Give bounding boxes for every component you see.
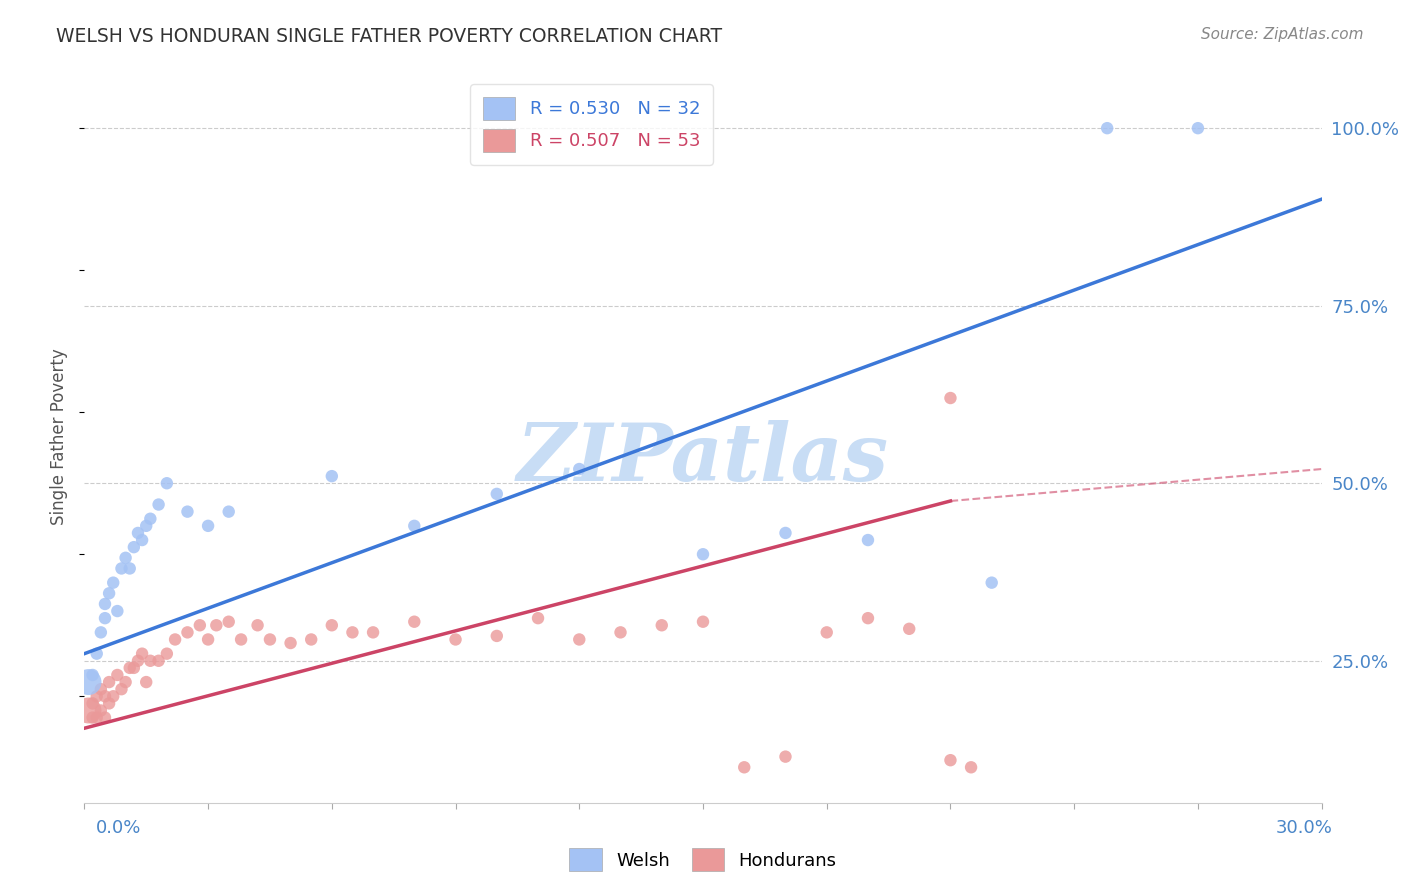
Text: Source: ZipAtlas.com: Source: ZipAtlas.com xyxy=(1201,27,1364,42)
Point xyxy=(246,618,269,632)
Point xyxy=(110,561,132,575)
Point xyxy=(103,690,125,704)
Point xyxy=(156,476,179,491)
Point xyxy=(77,675,100,690)
Legend: R = 0.530   N = 32, R = 0.507   N = 53: R = 0.530 N = 32, R = 0.507 N = 53 xyxy=(470,84,713,165)
Point xyxy=(156,647,179,661)
Point xyxy=(568,632,591,647)
Point xyxy=(321,618,343,632)
Point xyxy=(527,611,550,625)
Point xyxy=(98,586,121,600)
Text: 0.0%: 0.0% xyxy=(96,819,141,837)
Legend: Welsh, Hondurans: Welsh, Hondurans xyxy=(562,841,844,879)
Point xyxy=(98,675,121,690)
Y-axis label: Single Father Poverty: Single Father Poverty xyxy=(51,349,69,525)
Point xyxy=(485,487,508,501)
Point xyxy=(82,668,104,682)
Point xyxy=(609,625,631,640)
Point xyxy=(131,647,153,661)
Point xyxy=(86,647,108,661)
Point xyxy=(218,615,240,629)
Point xyxy=(90,625,112,640)
Point xyxy=(127,525,149,540)
Point xyxy=(77,704,100,718)
Point xyxy=(939,391,962,405)
Point xyxy=(86,710,108,724)
Point xyxy=(98,697,121,711)
Point xyxy=(568,462,591,476)
Point xyxy=(135,519,157,533)
Point xyxy=(188,618,211,632)
Point xyxy=(94,611,117,625)
Point xyxy=(94,710,117,724)
Point xyxy=(94,690,117,704)
Point xyxy=(1187,121,1209,136)
Point xyxy=(148,498,170,512)
Point xyxy=(114,675,136,690)
Point xyxy=(135,675,157,690)
Point xyxy=(86,690,108,704)
Point xyxy=(148,654,170,668)
Point xyxy=(165,632,187,647)
Point xyxy=(775,749,797,764)
Point xyxy=(939,753,962,767)
Point xyxy=(1095,121,1118,136)
Point xyxy=(342,625,364,640)
Point xyxy=(404,615,426,629)
Point xyxy=(651,618,673,632)
Point xyxy=(321,469,343,483)
Point xyxy=(229,632,252,647)
Point xyxy=(404,519,426,533)
Point xyxy=(692,615,714,629)
Point xyxy=(127,654,149,668)
Point xyxy=(856,611,879,625)
Point xyxy=(82,697,104,711)
Point xyxy=(259,632,281,647)
Point xyxy=(197,519,219,533)
Point xyxy=(197,632,219,647)
Text: WELSH VS HONDURAN SINGLE FATHER POVERTY CORRELATION CHART: WELSH VS HONDURAN SINGLE FATHER POVERTY … xyxy=(56,27,723,45)
Point xyxy=(139,654,162,668)
Point xyxy=(361,625,384,640)
Point xyxy=(114,550,136,565)
Point xyxy=(90,704,112,718)
Point xyxy=(103,575,125,590)
Point xyxy=(82,710,104,724)
Point xyxy=(856,533,879,547)
Point xyxy=(139,512,162,526)
Point xyxy=(105,604,128,618)
Point xyxy=(118,661,141,675)
Text: 30.0%: 30.0% xyxy=(1277,819,1333,837)
Point xyxy=(692,547,714,561)
Point xyxy=(898,622,921,636)
Point xyxy=(110,682,132,697)
Point xyxy=(218,505,240,519)
Point xyxy=(485,629,508,643)
Point xyxy=(90,682,112,697)
Point xyxy=(131,533,153,547)
Point xyxy=(118,561,141,575)
Point xyxy=(733,760,755,774)
Point xyxy=(176,625,198,640)
Point xyxy=(980,575,1002,590)
Point xyxy=(444,632,467,647)
Text: ZIPatlas: ZIPatlas xyxy=(517,420,889,498)
Point xyxy=(176,505,198,519)
Point xyxy=(775,525,797,540)
Point xyxy=(205,618,228,632)
Point xyxy=(815,625,838,640)
Point xyxy=(122,540,145,554)
Point xyxy=(105,668,128,682)
Point xyxy=(280,636,302,650)
Point xyxy=(94,597,117,611)
Point xyxy=(299,632,322,647)
Point xyxy=(960,760,983,774)
Point xyxy=(122,661,145,675)
